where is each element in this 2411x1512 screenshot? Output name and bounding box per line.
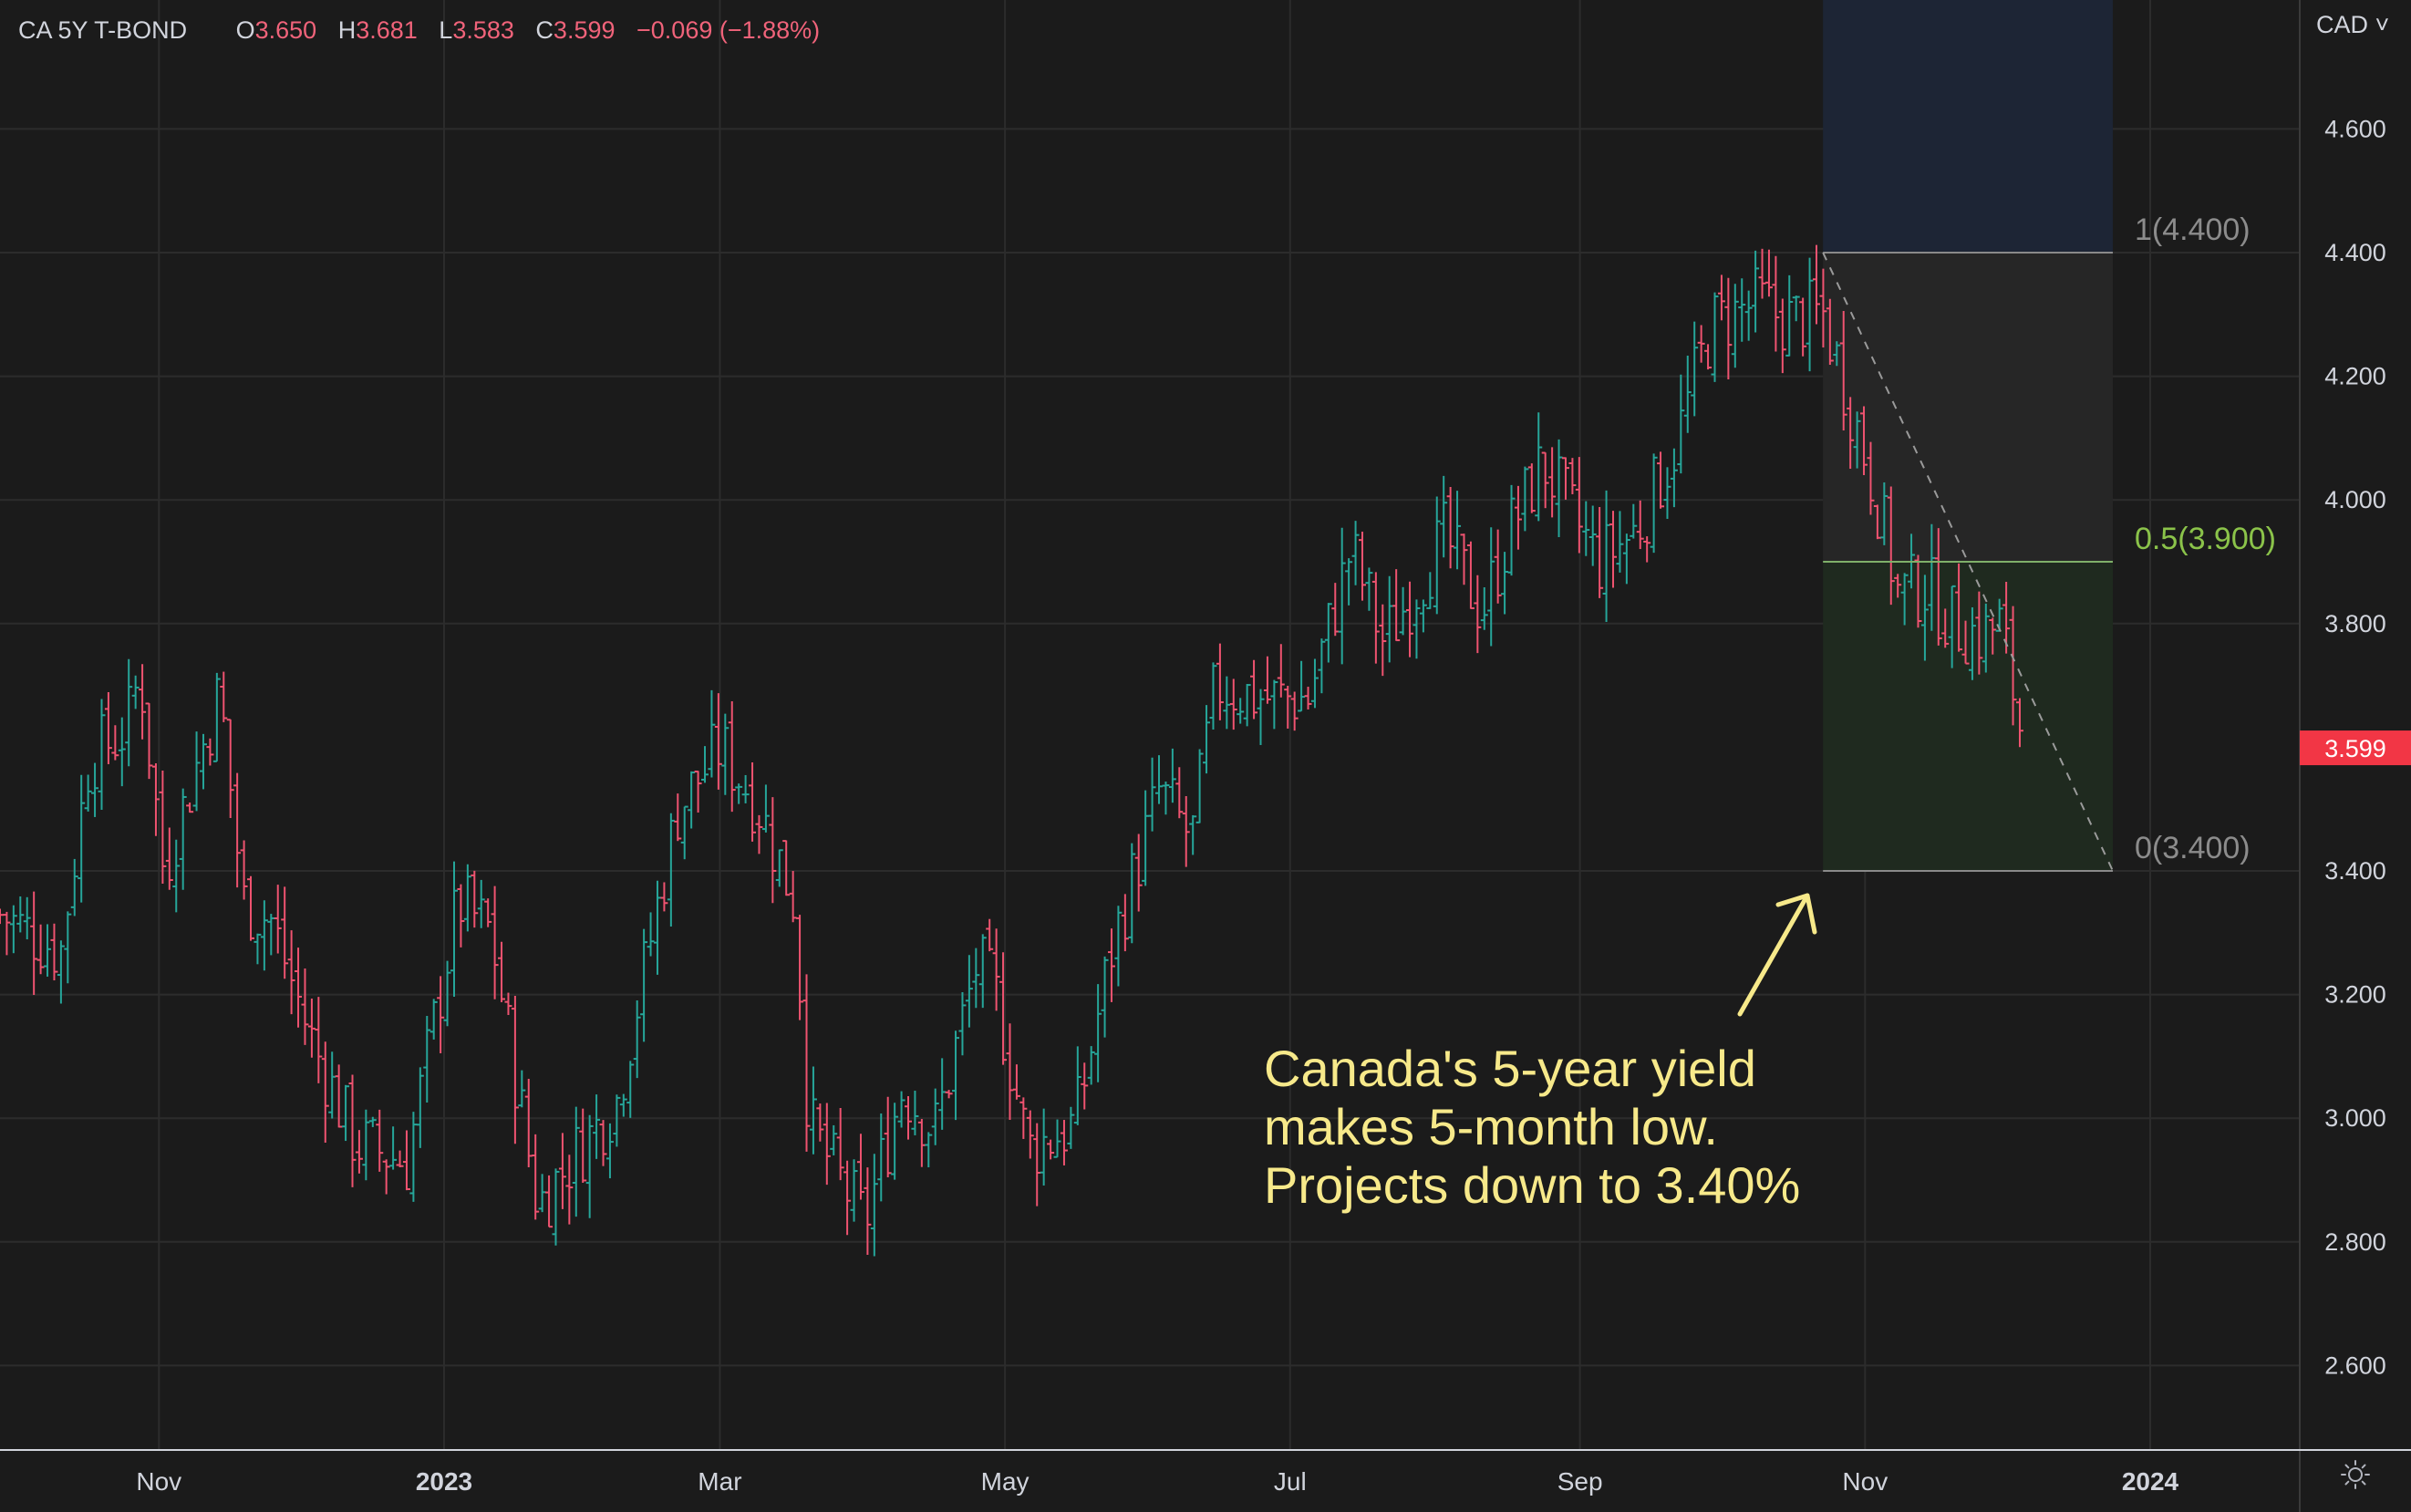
x-tick-label: Nov bbox=[1842, 1467, 1888, 1496]
x-tick-label: Sep bbox=[1557, 1467, 1603, 1496]
x-tick-label: Jul bbox=[1274, 1467, 1307, 1496]
y-tick-label: 4.200 bbox=[2324, 363, 2386, 390]
open-value: 3.650 bbox=[254, 16, 317, 44]
y-tick-label: 3.400 bbox=[2324, 857, 2386, 885]
y-tick-label: 2.600 bbox=[2324, 1351, 2386, 1379]
high-value: 3.681 bbox=[356, 16, 418, 44]
symbol-name[interactable]: CA 5Y T-BOND bbox=[18, 16, 188, 44]
y-tick-label: 2.800 bbox=[2324, 1228, 2386, 1256]
open-label: O bbox=[235, 16, 255, 44]
x-tick-label: 2024 bbox=[2122, 1467, 2179, 1496]
forecast-zones bbox=[1823, 0, 2113, 871]
current-price-badge bbox=[2300, 730, 2411, 766]
forecast-level-label: 1(4.400) bbox=[2135, 212, 2251, 247]
x-tick-label: Mar bbox=[698, 1467, 741, 1496]
forecast-overlay: 1(4.400) 0.5(3.900) 0(3.400) bbox=[1737, 212, 2276, 1017]
high-label: H bbox=[337, 16, 357, 44]
low-value: 3.583 bbox=[452, 16, 514, 44]
forecast-zone-mid bbox=[1823, 253, 2113, 562]
y-tick-label: 4.000 bbox=[2324, 486, 2386, 513]
close-label: C bbox=[535, 16, 554, 44]
annotation-arrow-shaft bbox=[1737, 893, 1810, 1017]
annotation-note: Canada's 5-year yield makes 5-month low.… bbox=[1264, 1040, 1800, 1215]
price-bars bbox=[0, 244, 2023, 1257]
forecast-level-label: 0.5(3.900) bbox=[2135, 522, 2276, 556]
annotation-arrow-head bbox=[1775, 893, 1817, 935]
y-tick-label: 3.200 bbox=[2324, 981, 2386, 1009]
y-tick-label: 3.000 bbox=[2324, 1104, 2386, 1132]
y-tick-label: 4.600 bbox=[2324, 115, 2386, 142]
x-tick-label: Nov bbox=[136, 1467, 181, 1496]
y-tick-label: 3.800 bbox=[2324, 610, 2386, 637]
grid-lines bbox=[0, 0, 2300, 1450]
forecast-zone-upper bbox=[1823, 0, 2113, 253]
x-tick-label: 2023 bbox=[416, 1467, 472, 1496]
currency-selector[interactable]: CAD ˅ bbox=[2316, 11, 2390, 38]
sun-icon[interactable] bbox=[2340, 1459, 2371, 1490]
change-value: −0.069 (−1.88%) bbox=[636, 16, 821, 44]
x-tick-label: May bbox=[981, 1467, 1030, 1496]
y-tick-label: 4.400 bbox=[2324, 239, 2386, 266]
forecast-level-label: 0(3.400) bbox=[2135, 831, 2251, 865]
current-price-label: 3.599 bbox=[2324, 735, 2386, 762]
annotation-line: makes 5-month low. bbox=[1264, 1098, 1718, 1155]
close-value: 3.599 bbox=[553, 16, 616, 44]
low-label: L bbox=[439, 16, 453, 44]
annotation-line: Canada's 5-year yield bbox=[1264, 1040, 1756, 1097]
symbol-legend: CA 5Y T-BOND O3.650 H3.681 L3.583 C3.599… bbox=[18, 16, 820, 45]
annotation-line: Projects down to 3.40% bbox=[1264, 1156, 1801, 1214]
forecast-zone-lower bbox=[1823, 562, 2113, 871]
